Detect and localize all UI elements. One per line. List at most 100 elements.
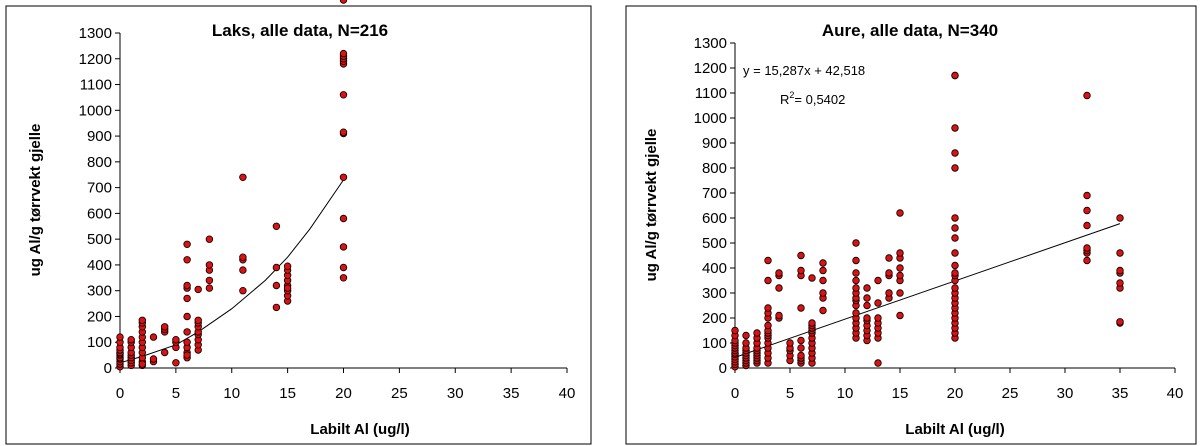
data-point [183,281,191,290]
data-point [852,309,860,317]
data-point [272,303,281,312]
data-point [172,359,180,367]
data-point [863,314,871,322]
data-point [205,235,214,243]
y-axis-label-laks: ug Al/g tørrvekt gjelle [27,124,44,277]
y-tick-label: 1200 [79,51,112,68]
regression-equation: y = 15,287x + 42,518 [743,63,865,78]
data-point [874,359,882,367]
y-tick-label: 300 [702,285,727,302]
data-point [149,355,158,363]
data-point [874,314,882,322]
y-tick-label: 1000 [694,110,727,127]
data-point [283,262,292,270]
data-point [819,276,827,285]
data-point [797,336,805,345]
y-tick-label: 200 [87,308,112,325]
data-point [951,224,959,232]
data-point [1083,221,1091,230]
data-point [753,329,761,337]
data-point [339,173,348,181]
data-point [951,261,959,270]
y-tick-label: 500 [87,231,112,248]
data-point [742,331,750,340]
data-point [819,259,827,267]
data-point [852,269,860,277]
data-point [138,316,146,324]
data-point [205,276,214,285]
data-point [239,266,247,274]
y-tick-label: 0 [719,360,727,377]
data-point [183,240,191,248]
r-squared-symbol: R [780,92,789,107]
x-axis-label-laks: Labilt Al (ug/l) [310,421,409,438]
data-point [797,251,805,260]
y-tick-label: 100 [702,335,727,352]
data-point [885,254,893,262]
y-tick-label: 600 [87,205,112,222]
y-tick-label: 0 [104,360,112,377]
data-point [1083,256,1091,265]
data-point [1083,191,1091,200]
data-point [731,326,739,335]
data-point [339,0,348,4]
plot-area-aure: 0100200300400500600700800900100011001200… [694,35,1184,402]
data-point [138,360,146,368]
y-tick-label: 100 [87,334,112,351]
data-point [808,274,816,282]
x-tick-label: 30 [447,385,464,402]
data-point [1116,214,1124,222]
x-tick-label: 40 [559,385,576,402]
y-tick-label: 700 [87,180,112,197]
x-tick-label: 30 [1057,385,1074,402]
data-point [885,289,893,297]
data-point [183,338,191,346]
data-point [951,214,959,222]
data-point [239,253,247,261]
chart-title-laks: Laks, alle data, N=216 [212,21,388,40]
data-point [183,312,191,321]
data-point [339,243,348,251]
data-point [951,284,959,292]
data-point [797,344,805,352]
x-tick-label: 25 [1002,385,1019,402]
data-point [951,164,959,172]
data-point [808,319,816,327]
data-point [896,249,904,257]
data-point [819,266,827,275]
y-tick-label: 1300 [79,25,112,42]
data-point [852,276,860,285]
data-point [885,269,893,277]
r-squared-label: R2= 0,5402 [780,90,845,107]
data-point [1116,318,1124,326]
y-tick-label: 400 [87,257,112,274]
chart-laks: Laks, alle data, N=216 ug Al/g tørrvekt … [5,0,592,445]
data-point [764,304,772,312]
x-tick-label: 0 [731,385,739,402]
data-point [116,333,124,341]
data-point [339,263,348,272]
data-point [863,284,871,292]
data-point [874,299,882,307]
x-tick-label: 15 [279,385,296,402]
data-point [819,306,827,315]
y-tick-label: 900 [702,135,727,152]
data-point [183,256,191,264]
data-point [852,256,860,265]
y-tick-label: 1100 [80,77,112,94]
x-tick-label: 20 [335,385,352,402]
data-point [863,301,871,310]
y-tick-label: 1300 [694,35,727,52]
data-point [239,287,247,295]
data-point [339,128,348,136]
data-point [1083,91,1091,100]
data-point [183,328,191,336]
data-point [896,264,904,272]
data-point [797,266,805,275]
data-point [742,339,750,347]
data-point [951,249,959,257]
data-point [339,214,348,223]
data-point [272,263,281,272]
y-axis-label-aure: ug Al/g tørrvekt gjelle [643,129,660,282]
chart-title-aure: Aure, alle data, N=340 [822,21,998,40]
